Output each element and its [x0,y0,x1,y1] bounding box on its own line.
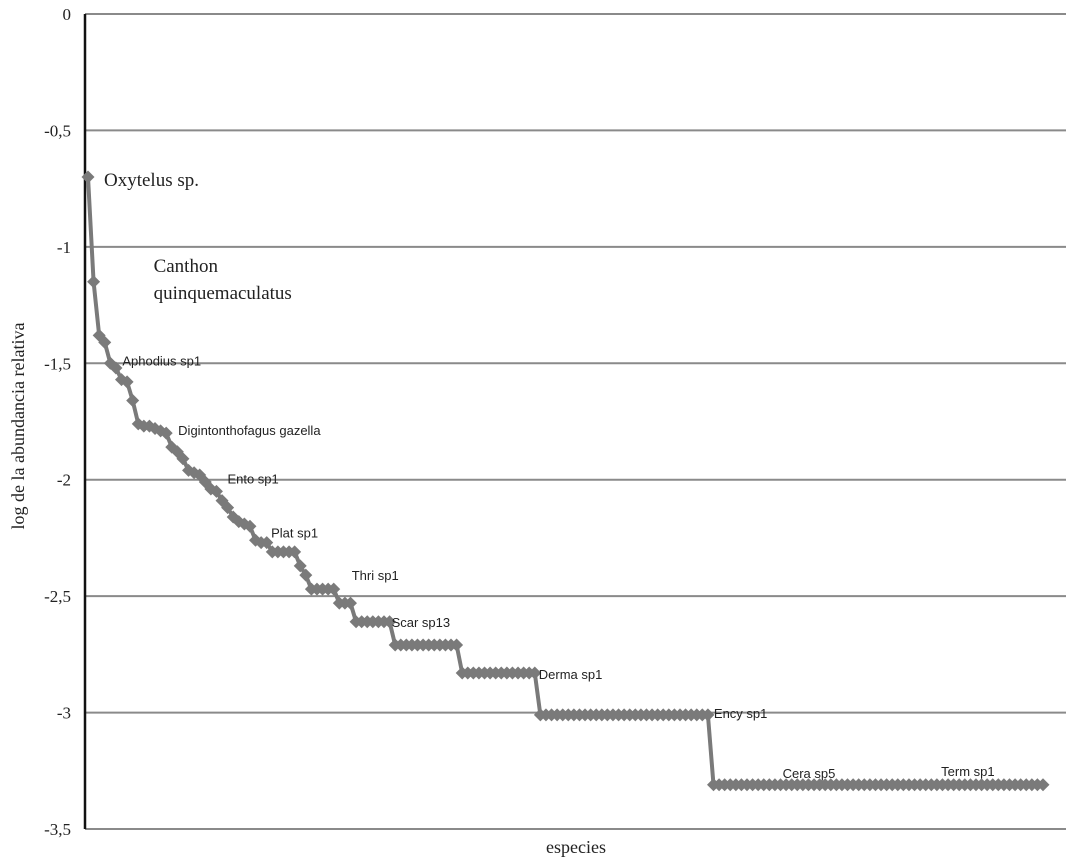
y-tick-label: -2 [57,471,71,490]
data-point-marker [1036,778,1050,792]
annotation-label: Oxytelus sp. [104,170,199,191]
annotation-label: Ento sp1 [227,471,278,486]
data-point-marker [98,335,112,349]
data-point-marker [450,638,464,652]
annotation-label: quinquemaculatus [154,283,292,304]
annotation-label: Plat sp1 [271,526,318,541]
y-axis-ticks: 0 -0,5 -1 -1,5 -2 -2,5 -3 -3,5 [44,5,71,839]
data-point-marker [176,452,190,466]
series-markers [81,170,1050,792]
data-point-marker [221,501,235,515]
y-tick-label: -3 [57,704,71,723]
x-axis-title: especies [546,837,606,857]
data-point-marker [159,426,173,440]
annotation-label: Cera sp5 [783,766,836,781]
data-point-marker [243,519,257,533]
y-tick-label: -1,5 [44,354,71,373]
data-point-marker [209,484,223,498]
annotation-label: Derma sp1 [539,667,603,682]
data-point-marker [327,582,341,596]
annotation-label: Digintonthofagus gazella [178,423,321,438]
annotation-label: Term sp1 [941,764,994,779]
data-point-marker [260,536,274,550]
data-point-marker [81,170,95,184]
annotation-label: Scar sp13 [392,615,451,630]
gridlines [85,13,1066,830]
annotation-label: Canthon [154,256,219,277]
y-tick-label: 0 [63,5,72,24]
data-point-marker [126,394,140,408]
data-point-marker [299,568,313,582]
data-point-marker [87,275,101,289]
data-point-marker [120,375,134,389]
species-annotations: Oxytelus sp. Canthon quinquemaculatus Aphod… [104,170,995,781]
data-point-marker [528,666,542,680]
y-tick-label: -0,5 [44,121,71,140]
y-tick-label: -2,5 [44,587,71,606]
annotation-label: Thri sp1 [352,568,399,583]
data-point-marker [288,545,302,559]
y-axis-title: log de la abundancia relativa [8,323,28,530]
annotation-label: Ency sp1 [714,706,767,721]
data-point-marker [383,615,397,629]
data-point-marker [343,596,357,610]
y-tick-label: -1 [57,238,71,257]
data-point-marker [701,708,715,722]
y-tick-label: -3,5 [44,820,71,839]
annotation-label: Aphodius sp1 [122,353,201,368]
data-point-marker [293,559,307,573]
data-point-marker [109,361,123,375]
